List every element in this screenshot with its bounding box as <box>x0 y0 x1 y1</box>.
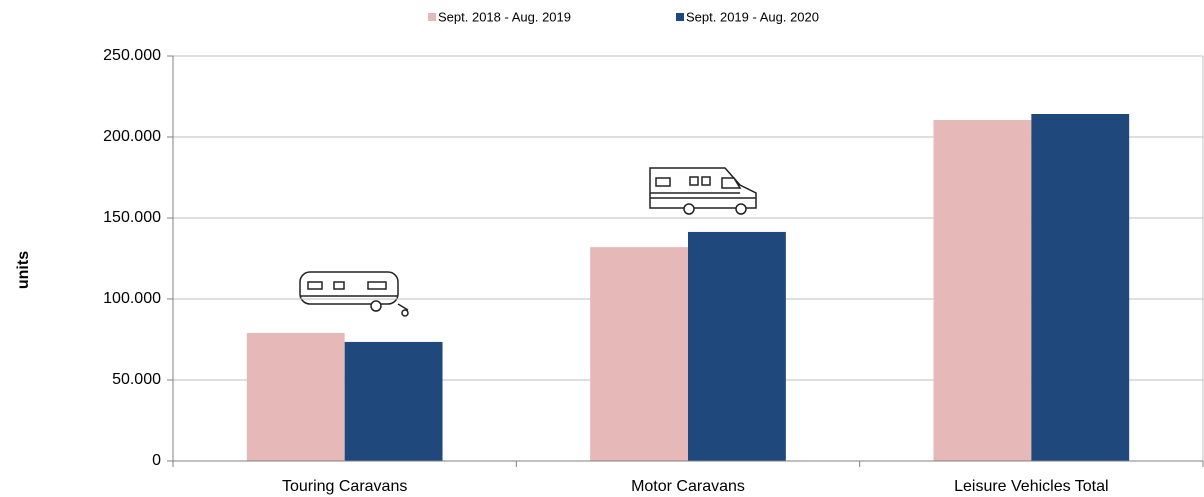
x-tick-label: Leisure Vehicles Total <box>954 478 1108 495</box>
x-tick-label: Motor Caravans <box>631 478 745 495</box>
bar <box>345 342 443 461</box>
bar <box>1031 114 1129 461</box>
legend-swatch <box>676 13 684 21</box>
bar <box>933 120 1031 461</box>
chart: units 0 50.000 100.000 150.000 200.000 250.00… <box>0 0 1204 497</box>
bar <box>247 333 345 461</box>
y-tick-label: 200.000 <box>103 128 161 145</box>
y-tick-label: 0 <box>152 452 161 469</box>
bar <box>688 232 786 461</box>
motorhome-icon <box>650 168 756 214</box>
y-tick-label: 250.000 <box>103 47 161 64</box>
legend-label: Sept. 2019 - Aug. 2020 <box>686 9 819 24</box>
y-tick-label: 100.000 <box>103 290 161 307</box>
caravan-icon <box>300 272 408 316</box>
legend-label: Sept. 2018 - Aug. 2019 <box>438 9 571 24</box>
y-axis-label: units <box>15 251 32 289</box>
y-tick-label: 50.000 <box>112 371 161 388</box>
y-tick-label: 150.000 <box>103 209 161 226</box>
legend-swatch <box>428 13 436 21</box>
bar <box>590 247 688 461</box>
legend: Sept. 2018 - Aug. 2019 Sept. 2019 - Aug. … <box>428 9 819 24</box>
x-tick-label: Touring Caravans <box>282 478 407 495</box>
